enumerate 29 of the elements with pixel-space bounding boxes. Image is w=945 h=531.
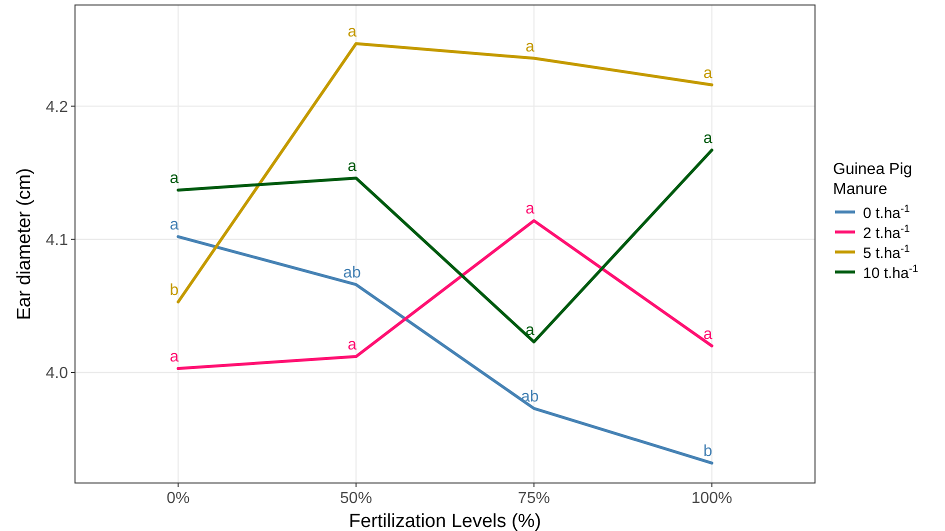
y-tick-label: 4.1 xyxy=(46,232,68,249)
data-label: a xyxy=(170,348,179,366)
x-axis-title: Fertilization Levels (%) xyxy=(348,511,542,531)
legend-label: 10 t.ha$^{-1}$ xyxy=(863,263,918,282)
x-tick-label: 50% xyxy=(340,490,372,507)
data-label: a xyxy=(348,158,357,176)
y-axis-title: Ear diameter (cm) xyxy=(14,168,35,320)
y-tick-label: 4.2 xyxy=(46,98,68,116)
x-tick-label: 100% xyxy=(691,490,732,507)
data-label: b xyxy=(170,282,179,299)
data-label: a xyxy=(525,38,534,56)
data-label: ab xyxy=(343,264,362,282)
data-label: a xyxy=(525,200,534,218)
data-label: a xyxy=(348,336,357,354)
legend-label: 0 t.ha$^{-1}$ xyxy=(863,203,910,222)
legend-title: Guinea Pig Manure xyxy=(833,161,912,198)
data-label: b xyxy=(703,443,712,460)
data-label: a xyxy=(703,130,712,148)
y-tick-label: 4.0 xyxy=(46,365,68,382)
data-label: a xyxy=(703,326,712,343)
data-label: a xyxy=(348,24,357,41)
data-label: a xyxy=(703,64,712,82)
legend-label: 5 t.ha$^{-1}$ xyxy=(863,243,910,262)
data-label: a xyxy=(170,216,179,234)
x-tick-label: 0% xyxy=(166,490,190,507)
data-label: a xyxy=(525,322,534,339)
legend-label: 2 t.ha$^{-1}$ xyxy=(863,223,910,242)
x-tick-label: 75% xyxy=(518,490,550,507)
data-label: a xyxy=(170,170,179,188)
